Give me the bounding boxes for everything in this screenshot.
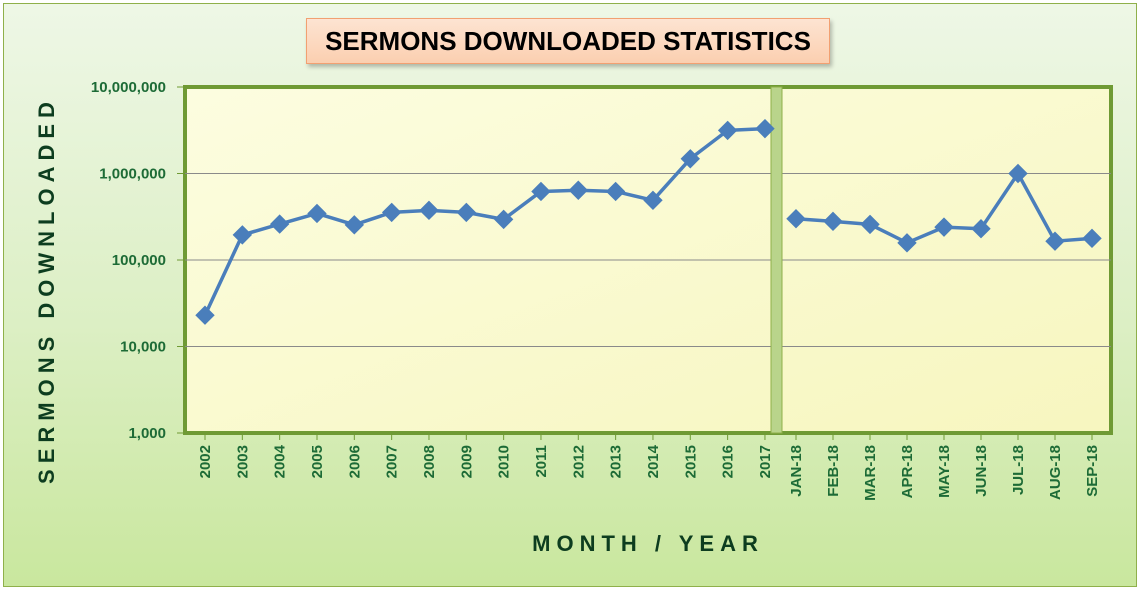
x-tick-label: 2009 xyxy=(458,445,475,478)
x-tick-label: SEP-18 xyxy=(1084,445,1101,497)
chart-title: SERMONS DOWNLOADED STATISTICS xyxy=(306,18,830,64)
y-tick-label: 100,000 xyxy=(112,252,166,269)
data-point-marker xyxy=(860,214,880,235)
x-tick-label: MAR-18 xyxy=(862,445,879,501)
data-point-marker xyxy=(456,202,477,223)
data-point-marker xyxy=(419,200,439,221)
data-point-marker xyxy=(195,305,215,325)
data-point-marker xyxy=(568,180,589,200)
y-tick-label: 10,000,000 xyxy=(91,79,166,96)
y-tick-label: 1,000,000 xyxy=(99,166,166,183)
x-tick-label: 2013 xyxy=(608,445,625,478)
x-tick-label: 2008 xyxy=(421,445,438,478)
x-axis-title: MONTH / YEAR xyxy=(532,531,764,556)
series-sermons-downloaded xyxy=(195,118,1102,325)
data-point-marker xyxy=(1082,228,1102,249)
data-point-marker xyxy=(680,149,700,169)
data-point-marker xyxy=(269,214,290,234)
x-tick-label: 2005 xyxy=(309,445,326,478)
x-tick-label: 2017 xyxy=(757,445,774,478)
data-point-marker xyxy=(605,181,626,202)
data-point-marker xyxy=(934,217,954,237)
data-point-marker xyxy=(1008,163,1028,184)
data-point-marker xyxy=(493,209,514,230)
data-point-marker xyxy=(786,209,806,229)
y-tick-label: 10,000 xyxy=(120,339,166,356)
x-tick-label: 2011 xyxy=(533,445,550,478)
data-point-marker xyxy=(971,219,991,239)
series-line-segment xyxy=(203,126,766,316)
axes xyxy=(177,86,1093,440)
x-tick-label: APR-18 xyxy=(899,445,916,498)
x-tick-label: 2002 xyxy=(197,445,214,478)
x-tick-label: JUN-18 xyxy=(973,445,990,497)
x-tick-label: 2006 xyxy=(346,445,363,478)
x-tick-label: 2014 xyxy=(645,444,662,478)
x-tick-label: JUL-18 xyxy=(1010,445,1027,495)
gridlines xyxy=(185,173,1111,347)
data-point-marker xyxy=(823,211,843,232)
x-tick-label: 2004 xyxy=(272,444,289,478)
x-tick-label: 2007 xyxy=(384,445,401,478)
x-tick-label: FEB-18 xyxy=(825,445,842,497)
x-tick-label: 2003 xyxy=(234,445,251,478)
data-point-marker xyxy=(717,120,738,141)
data-point-marker xyxy=(232,225,253,245)
data-point-marker xyxy=(755,118,775,139)
data-point-marker xyxy=(307,203,327,224)
x-tick-labels: 2002 2003 2004 2005 2006 2007 2008 2009 2010 2011… xyxy=(197,444,1101,500)
x-tick-label: 2015 xyxy=(682,445,699,478)
x-tick-label: JAN-18 xyxy=(788,445,805,497)
data-point-marker xyxy=(531,181,551,202)
x-tick-label: 2010 xyxy=(496,445,513,478)
x-tick-label: MAY-18 xyxy=(936,445,953,498)
data-point-marker xyxy=(381,202,402,223)
x-tick-label: 2012 xyxy=(570,445,587,478)
y-tick-labels: 1,000 10,000 100,000 1,000,000 10,000,000 xyxy=(91,79,166,442)
year-month-divider xyxy=(770,86,783,434)
x-tick-label: 2016 xyxy=(720,445,737,478)
data-point-marker xyxy=(643,190,663,211)
x-tick-label: AUG-18 xyxy=(1047,445,1064,500)
y-tick-label: 1,000 xyxy=(128,425,166,442)
data-point-marker xyxy=(1045,231,1065,251)
data-point-marker xyxy=(344,215,365,235)
data-point-marker xyxy=(897,233,917,253)
y-axis-title: SERMONS DOWNLOADED xyxy=(34,96,59,484)
